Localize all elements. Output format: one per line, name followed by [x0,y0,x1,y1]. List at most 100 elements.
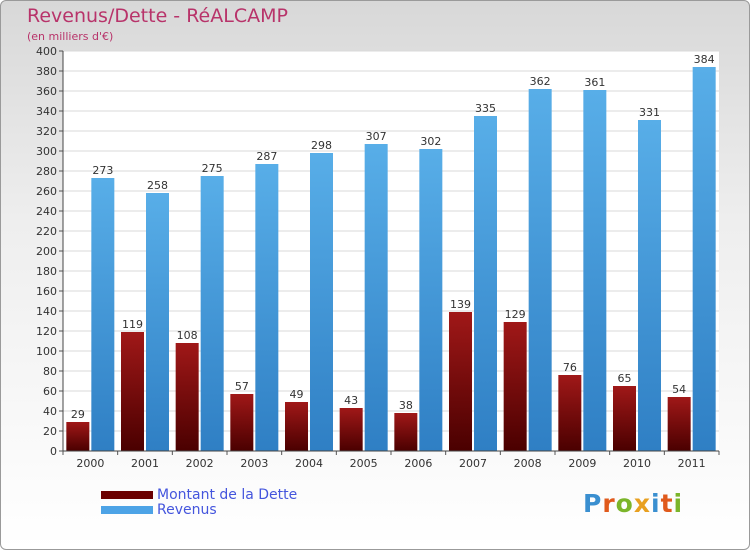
legend-label-debt: Montant de la Dette [157,486,298,503]
y-tick-label: 60 [43,385,57,398]
x-tick-label: 2006 [404,457,432,470]
logo-letter: i [651,489,661,518]
y-tick-label: 160 [36,285,57,298]
y-tick-label: 100 [36,345,57,358]
bar-revenus [91,178,115,451]
x-tick-label: 2007 [459,457,487,470]
bar-revenus [364,144,388,451]
x-tick-label: 2011 [678,457,706,470]
data-label-debt: 57 [235,380,249,393]
y-tick-label: 40 [43,405,57,418]
x-tick-label: 2001 [131,457,159,470]
y-tick-label: 280 [36,165,57,178]
y-tick-label: 20 [43,425,57,438]
y-tick-label: 400 [36,45,57,58]
bar-debt [66,422,90,451]
legend-item-debt: Montant de la Dette [101,486,298,503]
y-tick-label: 140 [36,305,57,318]
data-label-revenus: 384 [694,53,715,66]
data-label-revenus: 307 [366,130,387,143]
bar-debt [558,375,582,451]
x-tick-label: 2008 [514,457,542,470]
data-label-debt: 129 [505,308,526,321]
bar-revenus [146,193,169,451]
bar-revenus [638,120,661,451]
data-label-revenus: 362 [530,75,551,88]
y-tick-label: 380 [36,65,57,78]
data-label-revenus: 273 [92,164,113,177]
y-tick-label: 180 [36,265,57,278]
y-tick-label: 260 [36,185,57,198]
bar-revenus [583,90,607,451]
y-tick-label: 200 [36,245,57,258]
data-label-debt: 49 [290,388,304,401]
y-tick-label: 0 [50,445,57,458]
y-tick-label: 240 [36,205,57,218]
logo-letter: i [673,489,684,518]
data-label-debt: 43 [344,394,358,407]
logo-letter: r [602,489,616,518]
x-tick-label: 2005 [350,457,378,470]
bar-revenus [310,153,333,451]
bar-debt [285,402,308,451]
bar-debt [121,332,144,451]
data-label-debt: 76 [563,361,577,374]
bar-revenus [528,89,552,451]
data-label-revenus: 287 [256,150,277,163]
y-tick-label: 80 [43,365,57,378]
data-label-debt: 38 [399,399,413,412]
bar-revenus [474,116,497,451]
bar-revenus [419,149,443,451]
data-label-revenus: 331 [639,106,660,119]
bar-revenus [255,164,279,451]
proxiti-logo: Proxiti [583,489,683,518]
data-label-debt: 139 [450,298,471,311]
legend-swatch-debt [101,490,153,499]
data-label-debt: 65 [618,372,632,385]
data-label-debt: 119 [122,318,143,331]
bar-debt [394,413,418,451]
x-tick-label: 2000 [76,457,104,470]
logo-letter: x [633,489,651,518]
data-label-debt: 54 [672,383,686,396]
data-label-debt: 29 [71,408,85,421]
data-label-revenus: 335 [475,102,496,115]
x-tick-label: 2004 [295,457,323,470]
data-label-revenus: 275 [202,162,223,175]
bar-revenus [692,67,716,451]
y-tick-label: 220 [36,225,57,238]
bar-debt [667,397,691,451]
bar-debt [339,408,363,451]
legend-label-revenus: Revenus [157,501,217,518]
bar-debt [175,343,199,451]
y-tick-label: 300 [36,145,57,158]
chart-title: Revenus/Dette - RéALCAMP [27,5,288,27]
chart-legend: Montant de la Dette Revenus [101,486,298,518]
data-label-revenus: 258 [147,179,168,192]
logo-letter: o [615,489,634,518]
x-tick-label: 2002 [186,457,214,470]
legend-swatch-revenus [101,505,153,514]
y-tick-label: 320 [36,125,57,138]
data-label-revenus: 302 [420,135,441,148]
bar-revenus [200,176,224,451]
bar-debt [449,312,472,451]
data-label-debt: 108 [177,329,198,342]
logo-letter: P [583,489,603,518]
y-tick-label: 360 [36,85,57,98]
bar-debt [503,322,527,451]
x-tick-label: 2009 [568,457,596,470]
data-label-revenus: 361 [584,76,605,89]
x-tick-label: 2003 [240,457,268,470]
bar-debt [613,386,636,451]
y-tick-label: 340 [36,105,57,118]
logo-letter: t [660,489,674,518]
legend-item-revenus: Revenus [101,501,297,518]
bar-debt [230,394,254,451]
y-tick-label: 120 [36,325,57,338]
chart-subtitle: (en milliers d'€) [27,30,114,43]
data-label-revenus: 298 [311,139,332,152]
x-tick-label: 2010 [623,457,651,470]
